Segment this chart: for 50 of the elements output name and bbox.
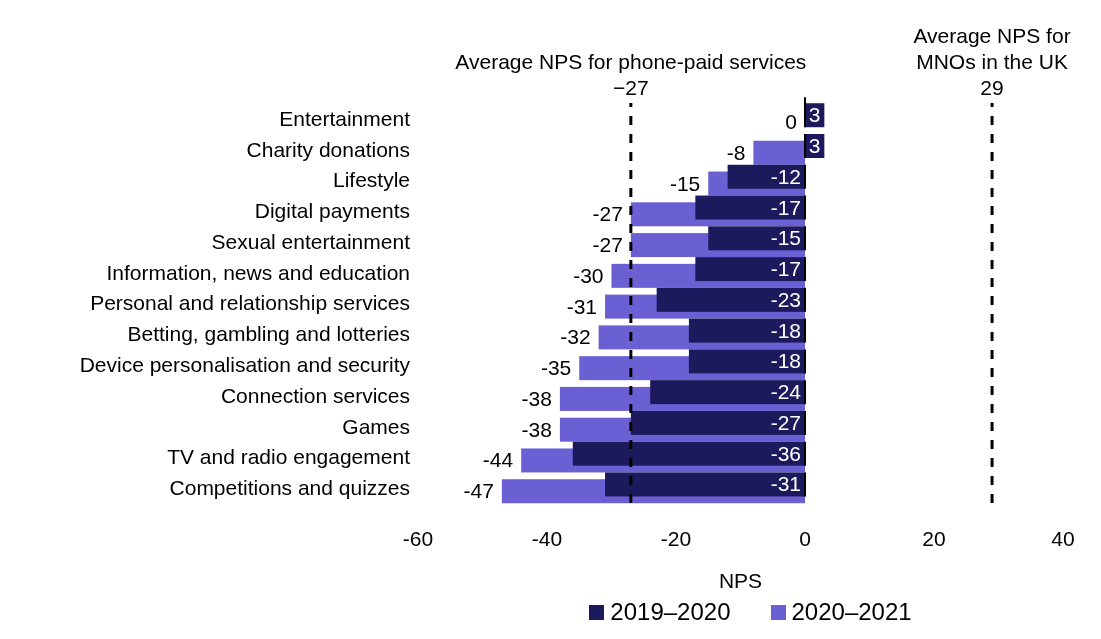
x-tick-label: -20 [660, 526, 692, 550]
data-label: -24 [770, 380, 802, 404]
legend-label: 2019–2020 [610, 598, 731, 626]
y-tick-label: Entertainment [279, 106, 411, 130]
x-tick-label: 0 [799, 526, 811, 550]
ref-line-label: Average NPS for MNOs in the UK 29 [913, 24, 1071, 99]
data-label: -27 [770, 410, 801, 434]
data-label: -17 [770, 195, 801, 219]
data-label: -23 [770, 287, 801, 311]
data-label: 3 [808, 103, 821, 127]
data-label: 0 [785, 110, 797, 133]
y-tick-label: Betting, gambling and lotteries [127, 322, 410, 346]
x-tick-label: 40 [1051, 526, 1075, 550]
data-label: -31 [566, 294, 598, 318]
legend-label: 2020–2021 [791, 598, 912, 626]
data-label: -31 [770, 472, 801, 496]
data-label: 3 [808, 134, 821, 157]
y-tick-label: Information, news and education [106, 260, 410, 284]
y-tick-label: Personal and relationship services [90, 291, 410, 315]
data-label: -27 [592, 233, 623, 257]
y-tick-label: Sexual entertainment [211, 229, 411, 253]
y-tick-label: Games [342, 414, 410, 438]
data-label: -36 [770, 441, 801, 465]
data-label: -8 [726, 140, 746, 164]
data-label: -35 [540, 356, 572, 380]
data-label: -38 [521, 386, 552, 410]
y-tick-label: Device personalisation and security [79, 352, 411, 376]
y-tick-label: Charity donations [246, 137, 410, 161]
data-label: -18 [770, 349, 801, 373]
y-tick-label: Connection services [220, 383, 410, 407]
y-tick-label: Digital payments [254, 199, 410, 223]
data-label: -27 [592, 202, 623, 226]
data-label: -12 [770, 164, 801, 188]
data-label: -15 [770, 226, 801, 250]
data-label: -17 [770, 257, 801, 281]
data-label: -15 [669, 171, 701, 195]
x-tick-label: 20 [922, 526, 946, 550]
data-label: -47 [463, 479, 494, 503]
x-tick-label: -60 [402, 526, 434, 550]
y-tick-label: Lifestyle [332, 168, 410, 192]
x-axis-title: NPS [718, 569, 763, 592]
data-label: -18 [770, 318, 801, 342]
x-tick-label: -40 [531, 526, 563, 550]
data-label: -38 [521, 417, 552, 441]
data-label: -30 [573, 263, 604, 287]
data-label: -44 [482, 448, 514, 472]
y-tick-label: Competitions and quizzes [169, 476, 410, 500]
y-tick-label: TV and radio engagement [167, 445, 411, 469]
data-label: -32 [560, 325, 591, 349]
ref-line-label: Average NPS for phone-paid services −27 [455, 50, 807, 99]
